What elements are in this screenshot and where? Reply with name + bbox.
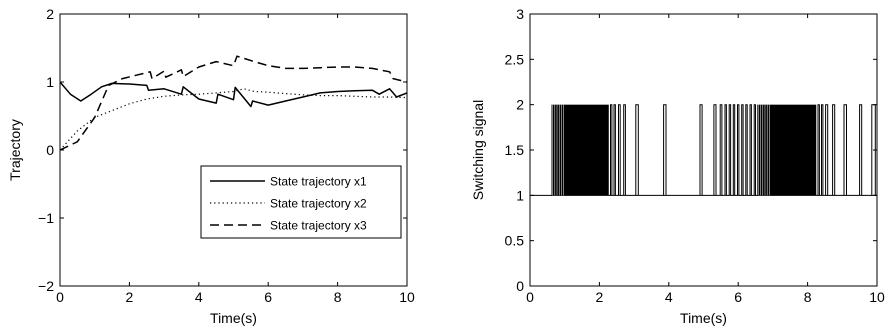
dense-switching-block-1: [551, 104, 609, 196]
switching-plot: 0 2 4 6 8 10 0 0.5 1 1.5 2 2.5 3 Time(s) Switching s…: [470, 6, 885, 326]
trajectory-series-group: [59, 55, 408, 151]
switching-y-tick-label: 1: [516, 187, 524, 203]
switching-pulse: [610, 104, 613, 196]
switching-y-tick-label: 2: [516, 97, 524, 113]
switching-pulse: [745, 104, 748, 196]
trajectory-x-tick-label: 6: [264, 289, 272, 305]
trajectory-plot-frame: [59, 13, 408, 287]
switching-pulse: [613, 104, 616, 196]
switching-y-tick-label: 0: [516, 278, 524, 294]
switching-signal-group: [530, 104, 877, 196]
trajectory-y-tick-label: −1: [38, 210, 54, 226]
switching-pulse: [749, 104, 752, 196]
legend-label-x1: State trajectory x1: [270, 175, 367, 189]
trajectory-x-tick-label: 10: [399, 289, 415, 305]
switching-y-axis-label: Switching signal: [470, 100, 486, 200]
switching-pulse: [825, 104, 829, 196]
switching-pulse: [817, 104, 820, 196]
switching-plot-frame: [529, 13, 878, 287]
switching-pulse: [663, 104, 667, 196]
trajectory-x-tick-label: 8: [334, 289, 342, 305]
switching-pulse: [724, 104, 727, 196]
legend-label-x2: State trajectory x2: [270, 197, 367, 211]
trajectory-x-tick-label: 2: [126, 289, 134, 305]
trajectory-plot: 0 2 4 6 8 10 −2 −1 0 1 2 Time(s) Trajectory State …: [7, 6, 415, 326]
switching-pulse: [623, 104, 626, 196]
switching-pulse: [737, 104, 740, 196]
switching-x-tick-label: 2: [596, 289, 604, 305]
switching-y-tick-label: 2.5: [505, 51, 525, 67]
switching-x-tick-label: 6: [734, 289, 742, 305]
trajectory-x-tick-label: 4: [195, 289, 203, 305]
switching-x-tick-label: 10: [869, 289, 885, 305]
series-line-x2: [59, 88, 408, 151]
switching-x-tick-label: 4: [665, 289, 673, 305]
trajectory-x-tick-label: 0: [56, 289, 64, 305]
switching-pulse: [699, 104, 703, 196]
trajectory-legend: State trajectory x1 State trajectory x2 …: [200, 165, 402, 239]
trajectory-y-tick-label: 2: [46, 6, 54, 22]
switching-pulse: [719, 104, 723, 196]
switching-pulse: [832, 104, 836, 196]
trajectory-y-tick-label: 1: [46, 74, 54, 90]
trajectory-ticks: 0 2 4 6 8 10 −2 −1 0 1 2: [38, 6, 415, 305]
switching-pulse: [713, 104, 717, 196]
switching-y-tick-label: 1.5: [505, 142, 525, 158]
switching-x-tick-label: 0: [526, 289, 534, 305]
trajectory-x-axis-label: Time(s): [210, 310, 257, 326]
switching-y-tick-label: 0.5: [505, 233, 525, 249]
switching-pulse: [741, 104, 744, 196]
switching-pulse: [635, 104, 639, 196]
switching-pulse: [753, 104, 756, 196]
switching-y-tick-label: 3: [516, 6, 524, 22]
trajectory-y-axis-label: Trajectory: [7, 119, 23, 181]
switching-pulse: [843, 104, 847, 196]
legend-box: [200, 165, 402, 239]
trajectory-plot-area: [60, 14, 407, 286]
switching-pulse: [728, 104, 732, 196]
legend-label-x3: State trajectory x3: [270, 219, 367, 233]
switching-pulse: [821, 104, 824, 196]
switching-pulse: [859, 104, 863, 196]
switching-pulse: [618, 104, 621, 196]
switching-x-axis-label: Time(s): [680, 310, 727, 326]
dense-switching-block-2: [757, 104, 817, 196]
switching-pulse: [732, 104, 736, 196]
trajectory-y-tick-label: 0: [46, 142, 54, 158]
switching-x-tick-label: 8: [804, 289, 812, 305]
trajectory-y-tick-label: −2: [38, 278, 54, 294]
series-line-x3: [59, 55, 408, 151]
